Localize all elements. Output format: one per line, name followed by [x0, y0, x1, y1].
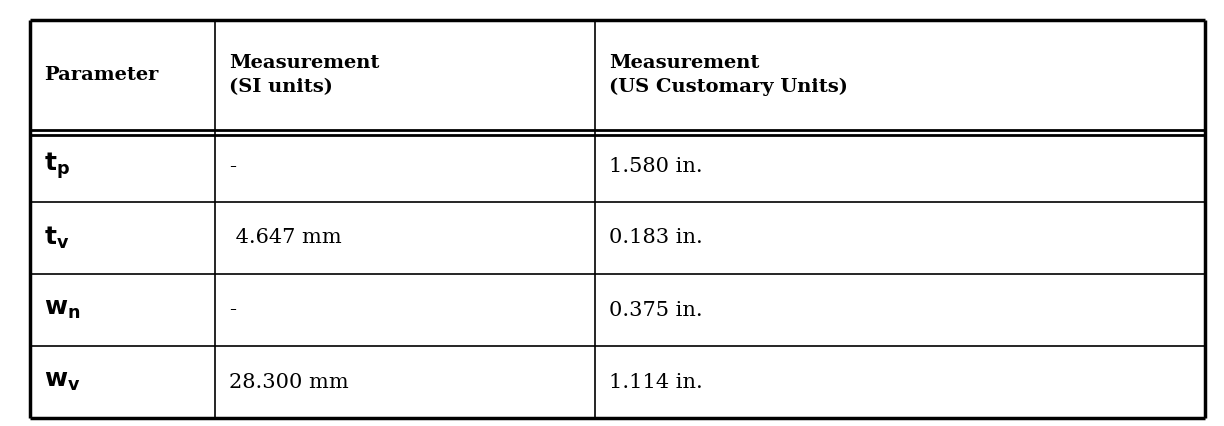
Text: 1.114 in.: 1.114 in. — [610, 372, 703, 391]
Text: -: - — [229, 156, 236, 176]
Text: $\mathbf{w}_\mathbf{n}$: $\mathbf{w}_\mathbf{n}$ — [44, 299, 81, 322]
Text: 28.300 mm: 28.300 mm — [229, 372, 349, 391]
Text: 4.647 mm: 4.647 mm — [229, 228, 341, 248]
Text: $\mathbf{w}_\mathbf{v}$: $\mathbf{w}_\mathbf{v}$ — [44, 371, 81, 394]
Text: 1.580 in.: 1.580 in. — [610, 156, 703, 176]
Text: $\mathbf{t}_\mathbf{v}$: $\mathbf{t}_\mathbf{v}$ — [44, 225, 70, 251]
Text: $\mathbf{t}_\mathbf{p}$: $\mathbf{t}_\mathbf{p}$ — [44, 151, 70, 181]
Text: Parameter: Parameter — [44, 66, 158, 84]
Text: 0.375 in.: 0.375 in. — [610, 300, 703, 320]
Text: Measurement
(SI units): Measurement (SI units) — [229, 54, 379, 96]
Text: -: - — [229, 300, 236, 320]
Text: 0.183 in.: 0.183 in. — [610, 228, 703, 248]
Text: Measurement
(US Customary Units): Measurement (US Customary Units) — [610, 54, 848, 96]
